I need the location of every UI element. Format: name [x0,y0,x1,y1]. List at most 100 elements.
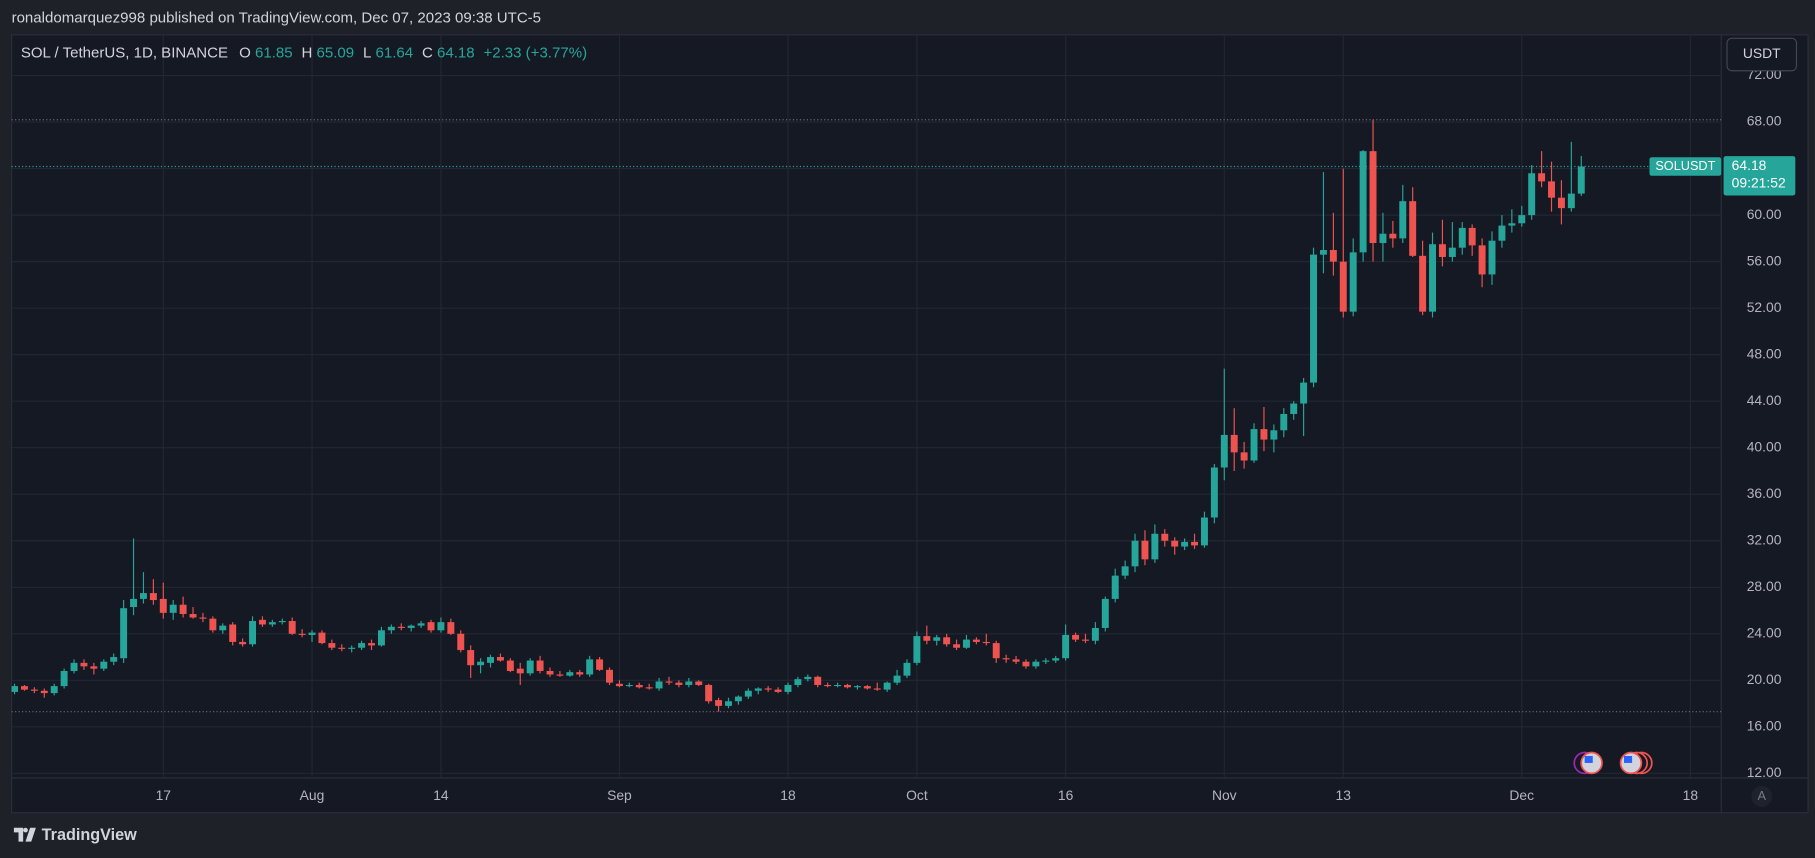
candle-body [1240,452,1248,461]
price-badge-value: 64.18 [1732,157,1767,173]
candle-body [625,684,633,687]
candle-body [685,681,693,685]
candle-body [1022,661,1030,667]
candle-body [1191,541,1199,546]
candle-body [1072,634,1080,640]
currency-button[interactable]: USDT [1726,37,1798,72]
candle-body [734,696,742,702]
candle-body [794,679,802,685]
candle-body [278,620,286,623]
candle-body [615,683,623,687]
candle-body [566,672,574,676]
candle-body [1121,566,1129,576]
legend-key: L [363,44,371,61]
candle-body [308,632,316,635]
candle-body [1419,255,1427,312]
candle-body [437,622,445,631]
x-tick-label: 14 [433,787,449,803]
x-tick-label: 17 [156,787,172,803]
grid [11,34,1722,778]
candle-body [318,632,326,644]
candle-body [387,626,395,631]
candle-body [268,622,276,625]
candle-body [873,688,881,690]
candle-body [258,619,266,625]
candle-body [90,666,98,669]
candle-body [1508,223,1516,226]
footer-logo[interactable]: TradingView [13,826,137,844]
x-tick-label: 18 [1683,787,1699,803]
candle-body [1151,533,1159,560]
candle-body [130,598,138,608]
scale-mode-circle[interactable] [1751,786,1773,807]
candle-body [655,681,663,689]
logo-text[interactable]: TradingView [42,826,137,844]
candle-body [467,650,475,666]
legend-change: +2.33 (+3.77%) [483,44,587,61]
candle-body [1210,467,1218,518]
candle-body [1181,541,1189,547]
candle-body [834,684,842,687]
candle-body [358,643,366,648]
candle-body [1101,598,1109,628]
candle-body [1319,250,1327,255]
candle-body [606,669,613,683]
candle-body [1339,261,1347,312]
candle-body [496,657,504,661]
candle-body [754,688,762,691]
candle-body [705,684,713,702]
candle-body [11,686,19,692]
candle-body [50,686,58,694]
x-tick-label: Sep [607,787,632,803]
candle-body [447,622,455,634]
candle-body [1528,173,1536,216]
candle-body [963,639,970,648]
candle-body [1171,540,1179,547]
candle-body [953,644,961,648]
candle-body [1557,197,1565,209]
candle-body [20,686,28,690]
candle-body [576,672,584,675]
candle-body [40,690,48,694]
candle-body [536,660,544,672]
symbol-badge-label: SOLUSDT [1655,158,1715,173]
candle-body [764,688,772,690]
candle-body [1141,540,1149,560]
symbol-badge [1649,157,1722,176]
candle-body [715,700,723,706]
legend-key: H [301,44,312,61]
scale-mode-label[interactable]: A [1758,788,1767,803]
candle-body [1577,166,1585,194]
candle-body [725,701,732,706]
candle-body [1200,517,1208,546]
x-tick-label: Nov [1212,787,1237,803]
x-tick-label: 16 [1058,787,1074,803]
candle-body [1349,252,1357,312]
y-tick-label: 28.00 [1747,578,1782,594]
candle-body [1230,434,1238,453]
candle-body [1468,227,1476,246]
candle-body [992,643,1000,659]
candle-body [913,636,921,663]
x-tick-label: Aug [300,787,325,803]
scale-mode-button[interactable]: A [1751,786,1773,807]
candle-body [189,614,197,618]
flag-canton [1584,756,1593,763]
currency-button-frame[interactable] [1726,37,1798,72]
chart-pane [10,34,1809,814]
candle-body [1310,254,1318,383]
candle-body [635,684,643,688]
candle-body [586,659,594,675]
candle-body [1260,429,1268,440]
candle-body [427,622,435,631]
y-tick-label: 40.00 [1747,438,1782,454]
candle-body [288,620,296,634]
currency-button-label[interactable]: USDT [1743,45,1781,61]
candle-body [556,674,564,676]
candle-body [1300,382,1308,404]
candle-body [1567,193,1575,209]
y-tick-label: 36.00 [1747,485,1782,501]
candle-body [1002,658,1010,660]
candle-body [239,641,247,645]
